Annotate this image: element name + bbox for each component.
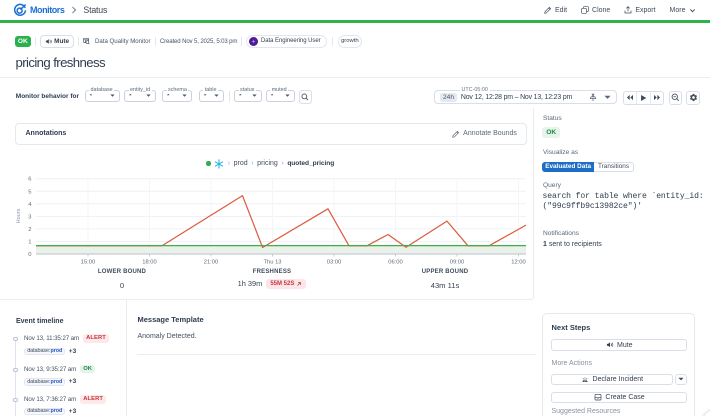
svg-text:Hours: Hours: [16, 208, 22, 223]
svg-text:6: 6: [28, 177, 31, 183]
svg-text:18:00: 18:00: [142, 260, 157, 266]
svg-text:2: 2: [28, 227, 31, 233]
svg-text:3: 3: [28, 214, 31, 220]
svg-text:21:00: 21:00: [204, 260, 219, 266]
svg-text:Thu 13: Thu 13: [263, 260, 281, 266]
svg-text:5: 5: [28, 189, 31, 195]
svg-text:12:00: 12:00: [511, 260, 526, 266]
svg-text:15:00: 15:00: [81, 260, 96, 266]
svg-text:0: 0: [28, 252, 31, 258]
svg-text:03:00: 03:00: [327, 260, 342, 266]
svg-text:1: 1: [28, 239, 31, 245]
svg-text:06:00: 06:00: [388, 260, 403, 266]
svg-text:4: 4: [28, 202, 32, 208]
svg-text:09:00: 09:00: [450, 260, 465, 266]
